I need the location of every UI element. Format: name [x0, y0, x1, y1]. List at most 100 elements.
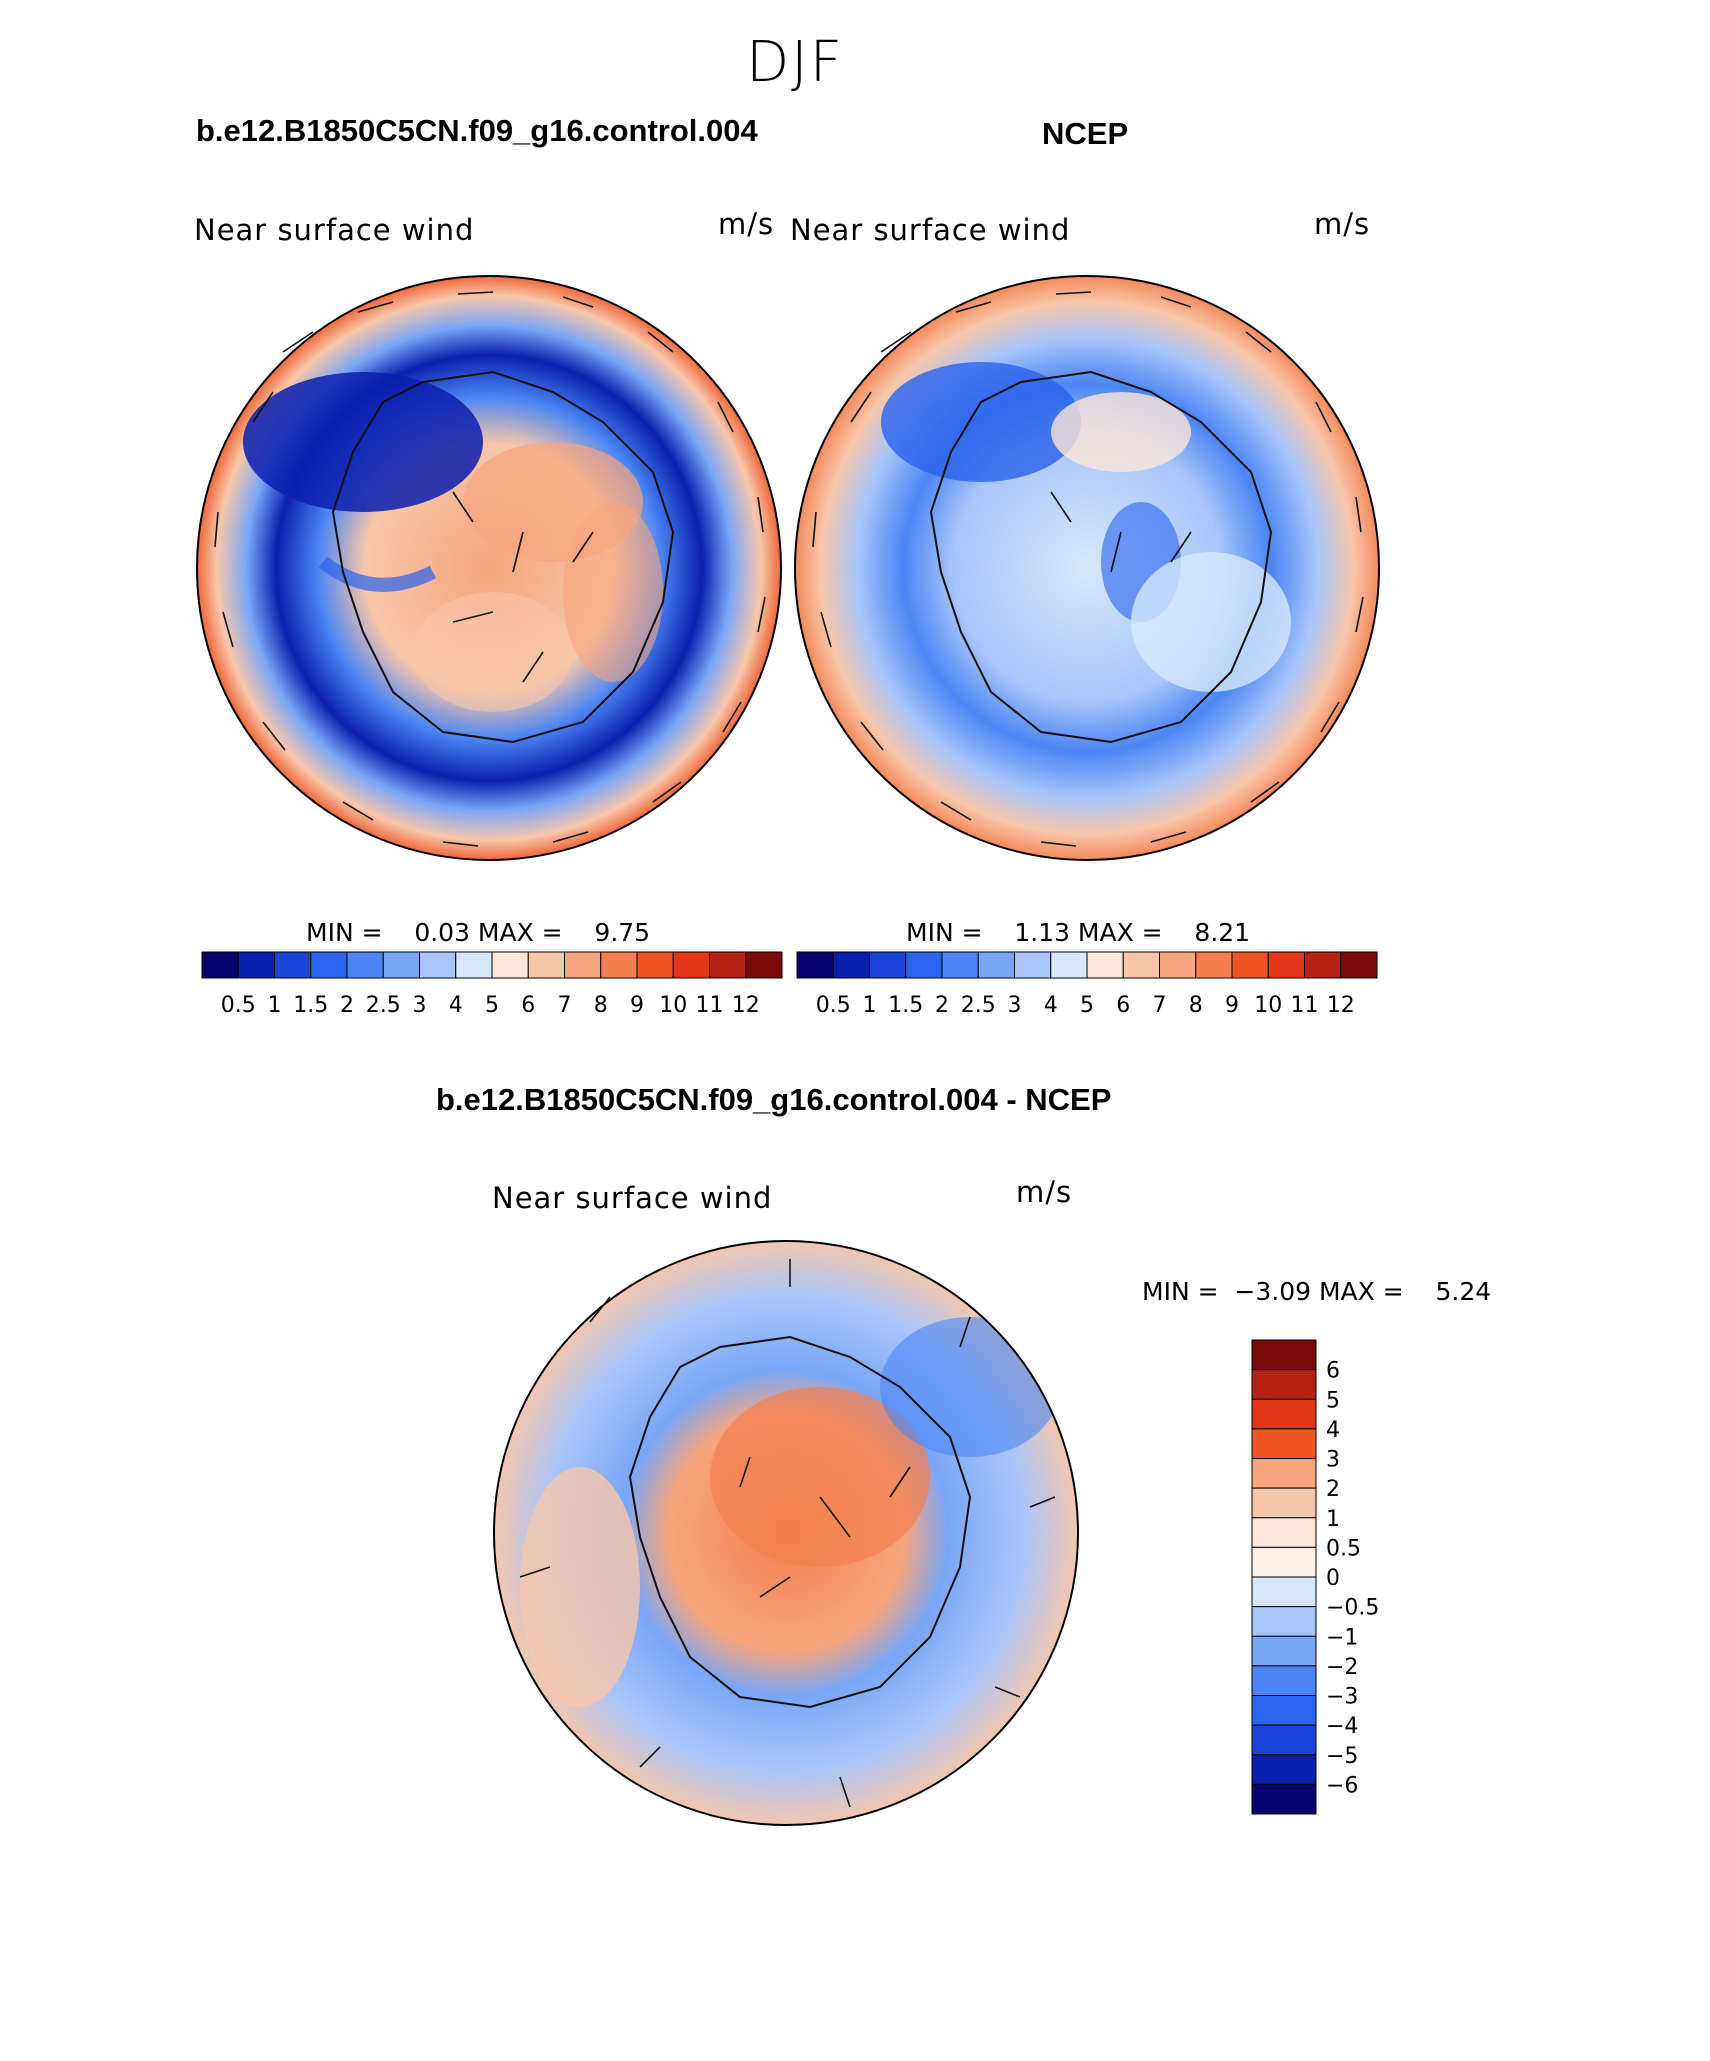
model-colorbar: 0.5 1 1.5 2 2.5 3 4 5 6 7 8 9 10 11 12 [201, 951, 783, 1018]
colorbar-tick-label: 2.5 [961, 993, 996, 1018]
colorbar-swatch [1251, 1546, 1317, 1578]
colorbar-swatch [1050, 951, 1088, 979]
diff-coastline [628, 1335, 972, 1709]
colorbar-tick-label: 8 [1189, 993, 1203, 1018]
colorbar-tick-label: 7 [1153, 993, 1167, 1018]
colorbar-tick-label: 5 [1080, 993, 1094, 1018]
colorbar-swatch [745, 951, 783, 979]
colorbar-swatch [1251, 1576, 1317, 1608]
colorbar-swatch [274, 951, 312, 979]
colorbar-tick-label: −3 [1326, 1685, 1358, 1710]
diff-wind-vectors [519, 1259, 1056, 1808]
colorbar-swatch [1251, 1458, 1317, 1489]
obs-min-max: MIN = 1.13 MAX = 8.21 [906, 918, 1251, 947]
colorbar-swatch [564, 951, 602, 979]
colorbar-tick-label: 2 [340, 993, 354, 1018]
colorbar-swatch [1251, 1517, 1317, 1548]
colorbar-swatch [455, 951, 493, 979]
colorbar-swatch [1251, 1339, 1317, 1371]
obs-wind-vectors [812, 291, 1364, 847]
model-contour-field [197, 276, 781, 860]
figure-title: DJF [746, 30, 844, 95]
colorbar-swatch [796, 951, 834, 979]
colorbar-tick-label: 12 [732, 993, 760, 1018]
colorbar-swatch [1251, 1783, 1317, 1815]
colorbar-swatch [636, 951, 674, 979]
colorbar-tick-label: 6 [1326, 1359, 1340, 1384]
colorbar-tick-label: 0 [1326, 1566, 1340, 1591]
colorbar-swatch [310, 951, 348, 979]
colorbar-swatch [1251, 1428, 1317, 1459]
colorbar-swatch [1251, 1369, 1317, 1400]
colorbar-tick-label: 10 [1254, 993, 1282, 1018]
model-case-title: b.e12.B1850C5CN.f09_g16.control.004 [196, 113, 758, 148]
colorbar-swatch [1195, 951, 1233, 979]
colorbar-swatch [1251, 1635, 1317, 1667]
model-units-label: m/s [718, 207, 775, 241]
diff-units-label: m/s [1016, 1175, 1073, 1209]
colorbar-swatch [1159, 951, 1197, 979]
colorbar-swatch [869, 951, 907, 979]
colorbar-tick-label: 9 [630, 993, 644, 1018]
colorbar-tick-label: 3 [413, 993, 427, 1018]
colorbar-swatch [1251, 1665, 1317, 1696]
colorbar-swatch [1231, 951, 1269, 979]
obs-units-label: m/s [1314, 207, 1371, 241]
obs-coastline [929, 370, 1273, 744]
colorbar-swatch [1251, 1754, 1317, 1785]
colorbar-tick-label: 2.5 [366, 993, 401, 1018]
colorbar-swatch [1340, 951, 1378, 979]
colorbar-swatch [905, 951, 943, 979]
diff-title: b.e12.B1850C5CN.f09_g16.control.004 - NC… [436, 1082, 1112, 1117]
obs-variable-label: Near surface wind [790, 213, 1071, 247]
diff-variable-label: Near surface wind [492, 1181, 773, 1215]
colorbar-tick-label: 10 [659, 993, 687, 1018]
colorbar-tick-label: 2 [1326, 1477, 1340, 1502]
colorbar-tick-label: 7 [558, 993, 572, 1018]
colorbar-swatch [419, 951, 457, 979]
colorbar-tick-label: 1 [268, 993, 282, 1018]
colorbar-tick-label: 1 [1326, 1507, 1340, 1532]
model-map-border [196, 275, 782, 861]
diff-map-border [493, 1240, 1079, 1826]
colorbar-swatch [709, 951, 747, 979]
colorbar-tick-label: 0.5 [816, 993, 851, 1018]
colorbar-tick-label: −2 [1326, 1655, 1358, 1680]
colorbar-swatch [201, 951, 239, 979]
colorbar-tick-label: 4 [449, 993, 463, 1018]
colorbar-swatch [346, 951, 384, 979]
colorbar-tick-label: 1.5 [293, 993, 328, 1018]
colorbar-swatch [382, 951, 420, 979]
colorbar-swatch [941, 951, 979, 979]
colorbar-swatch [237, 951, 275, 979]
diff-min-max: MIN = −3.09 MAX = 5.24 [1142, 1277, 1492, 1306]
obs-case-title: NCEP [1042, 116, 1129, 151]
model-coastline [331, 370, 675, 744]
model-map [196, 275, 782, 861]
colorbar-tick-label: 0.5 [221, 993, 256, 1018]
model-variable-label: Near surface wind [194, 213, 475, 247]
colorbar-tick-label: 2 [935, 993, 949, 1018]
colorbar-tick-label: −0.5 [1326, 1596, 1379, 1621]
colorbar-tick-label: 1 [863, 993, 877, 1018]
colorbar-swatch [1251, 1724, 1317, 1756]
colorbar-swatch [1086, 951, 1124, 979]
colorbar-tick-label: 8 [594, 993, 608, 1018]
obs-map-border [794, 275, 1380, 861]
colorbar-swatch [977, 951, 1015, 979]
colorbar-swatch [527, 951, 565, 979]
obs-contour-field [795, 276, 1379, 860]
obs-map [794, 275, 1380, 861]
colorbar-tick-label: 12 [1327, 993, 1355, 1018]
colorbar-swatch [1251, 1695, 1317, 1726]
colorbar-swatch [1251, 1487, 1317, 1519]
colorbar-tick-label: 4 [1326, 1418, 1340, 1443]
model-min-max: MIN = 0.03 MAX = 9.75 [306, 918, 651, 947]
obs-colorbar: 0.5 1 1.5 2 2.5 3 4 5 6 7 8 9 10 11 12 [796, 951, 1378, 1018]
colorbar-tick-label: 1.5 [888, 993, 923, 1018]
diff-colorbar: 6 5 4 3 2 1 0.5 0 −0.5 −1 −2 −3 −4 −5 −6 [1251, 1339, 1379, 1815]
colorbar-tick-label: 9 [1225, 993, 1239, 1018]
colorbar-tick-label: 5 [485, 993, 499, 1018]
model-wind-vectors [214, 291, 766, 847]
colorbar-swatch [1267, 951, 1305, 979]
